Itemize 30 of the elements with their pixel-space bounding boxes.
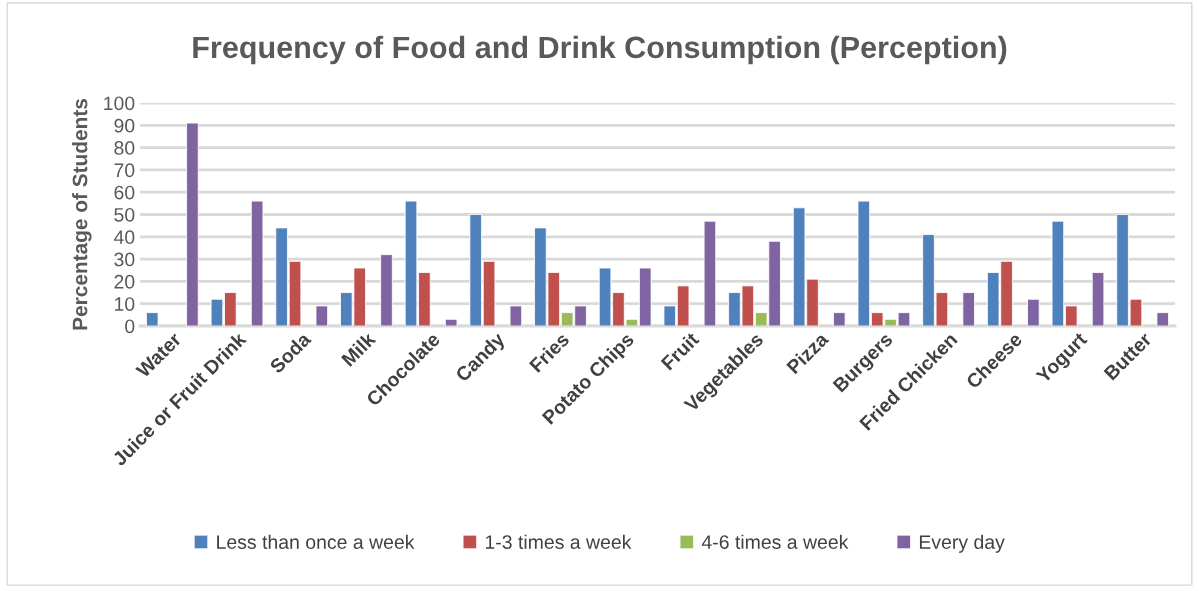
- bar: [250, 200, 264, 326]
- y-tick-label: 50: [114, 207, 135, 222]
- y-tick-label: 100: [104, 96, 135, 111]
- bar: [146, 312, 159, 326]
- y-tick-label: 0: [125, 319, 135, 334]
- y-tick-label: 70: [114, 163, 135, 178]
- bar: [962, 292, 975, 326]
- legend-label: 1-3 times a week: [485, 534, 632, 549]
- y-tick-label: 80: [114, 141, 135, 155]
- y-tick-label: 90: [114, 118, 135, 133]
- bar: [315, 305, 329, 326]
- legend-label: Every day: [919, 534, 1005, 553]
- bar: [444, 318, 458, 326]
- legend-label: Less than once a week: [217, 534, 415, 549]
- chart-title: Frequency of Food and Drink Consumption (Perception): [193, 35, 1007, 65]
- bar: [1091, 272, 1105, 326]
- y-axis-title: Percentage of Students: [72, 99, 92, 330]
- y-tick-label: 10: [115, 297, 135, 311]
- bar: [1027, 298, 1040, 326]
- bar: [509, 305, 523, 326]
- y-tick-label: 40: [113, 230, 135, 245]
- bar: [1156, 312, 1169, 326]
- y-tick-label: 20: [114, 274, 135, 289]
- y-tick-label: 30: [114, 252, 135, 267]
- bar: [703, 220, 717, 326]
- bar: [186, 122, 199, 326]
- bar: [380, 254, 393, 326]
- y-tick-label: 60: [114, 185, 135, 200]
- legend-label: 4-6 times a week: [701, 534, 849, 549]
- bar: [833, 312, 846, 326]
